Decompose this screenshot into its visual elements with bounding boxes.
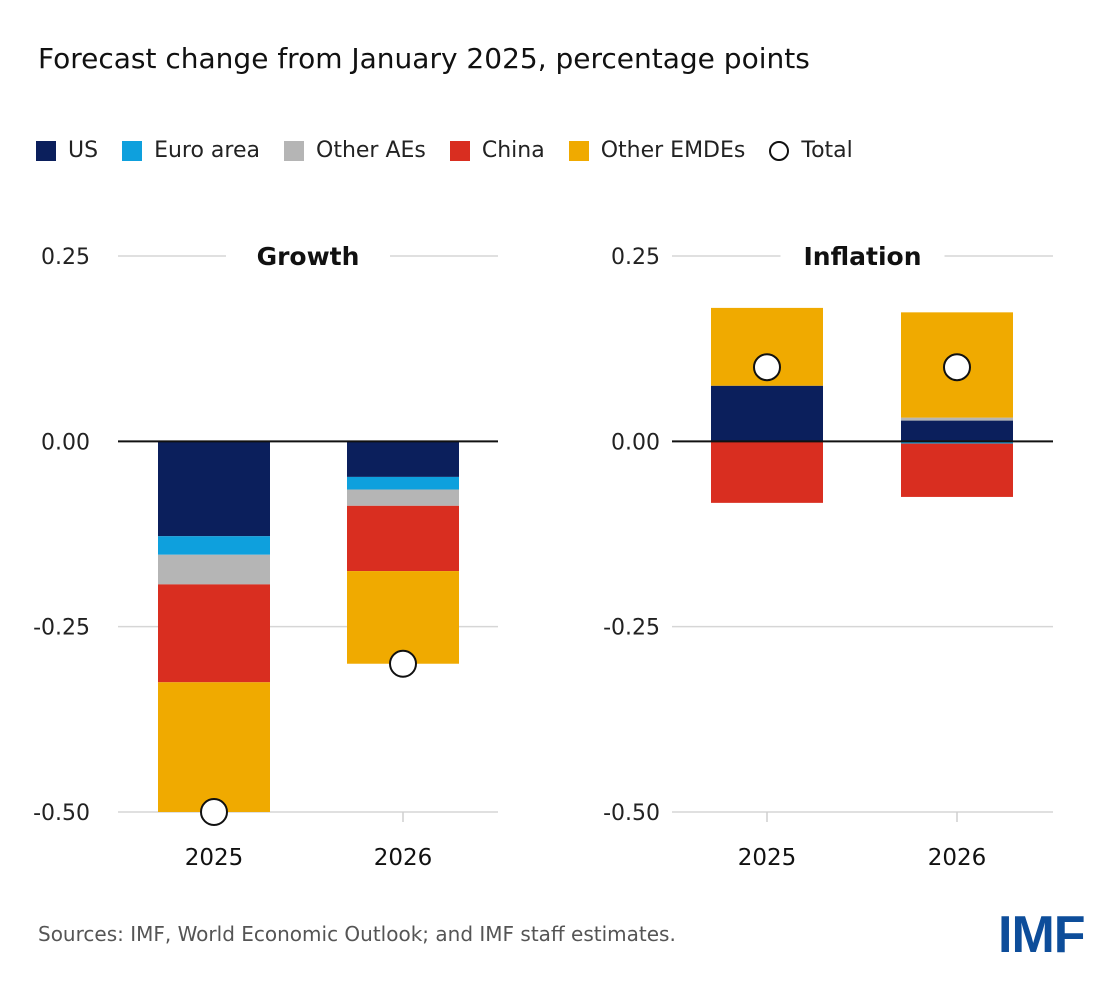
growth-bar-euro-area-2025 [158, 536, 270, 555]
legend-item-china: China [449, 138, 545, 163]
growth-x-tick-label: 2026 [374, 845, 433, 871]
inflation-total-marker-2025 [753, 353, 781, 382]
inflation-bar-china-2026 [901, 443, 1013, 497]
legend-label-euro-area: Euro area [154, 138, 260, 163]
inflation-bar-other-aes-2026 [901, 417, 1013, 421]
growth-total-marker-2026 [389, 649, 417, 678]
growth-y-tick-label: -0.25 [33, 616, 90, 641]
legend-swatch-us [36, 140, 56, 161]
legend-item-other-aes: Other AEs [284, 138, 426, 163]
growth-bar-other-aes-2026 [347, 489, 459, 506]
inflation-total-marker-2026 [943, 353, 971, 382]
growth-bar-other-aes-2025 [158, 554, 270, 585]
inflation-y-tick-label: -0.50 [603, 801, 660, 826]
growth-bar-china-2025 [158, 584, 270, 683]
inflation-panel-title: Inflation [804, 242, 922, 271]
inflation-bar-us-2025 [711, 385, 823, 442]
legend-label-china: China [481, 138, 545, 163]
legend-label-other-aes: Other AEs [316, 138, 426, 163]
inflation-bar-us-2026 [901, 420, 1013, 442]
legend-item-total: Total [769, 138, 853, 163]
growth-bar-us-2026 [347, 441, 459, 477]
growth-bar-euro-area-2026 [347, 476, 459, 490]
growth-panel-title: Growth [257, 242, 360, 271]
inflation-x-tick-label: 2026 [928, 845, 987, 871]
growth-bar-other-emdes-2025 [158, 682, 270, 812]
inflation-bar-china-2025 [711, 441, 823, 503]
inflation-y-tick-label: 0.00 [611, 430, 660, 455]
inflation-bar-euro-area-2026 [901, 441, 1013, 444]
legend-swatch-euro-area [122, 140, 143, 161]
growth-bar-us-2025 [158, 441, 270, 537]
legend-swatch-china [449, 140, 470, 161]
legend: US Euro area Other AEs China Other EMDEs… [36, 138, 877, 163]
legend-swatch-other-emdes [568, 140, 589, 161]
inflation-x-tick-label: 2025 [738, 845, 797, 871]
legend-item-euro-area: Euro area [122, 138, 260, 163]
legend-swatch-total [769, 140, 790, 161]
growth-bar-other-emdes-2026 [347, 571, 459, 664]
growth-y-tick-label: 0.25 [41, 245, 90, 270]
legend-item-other-emdes: Other EMDEs [568, 138, 746, 163]
source-note: Sources: IMF, World Economic Outlook; an… [38, 922, 676, 946]
growth-y-tick-label: 0.00 [41, 430, 90, 455]
growth-total-marker-2025 [200, 798, 228, 826]
inflation-y-tick-label: 0.25 [611, 245, 660, 270]
legend-label-other-emdes: Other EMDEs [600, 138, 746, 163]
chart-title: Forecast change from January 2025, perce… [38, 42, 810, 75]
legend-label-us: US [68, 138, 99, 163]
growth-bar-china-2026 [347, 505, 459, 572]
chart-canvas: 0.25 0.00 -0.25 -0.50 Growth 2025 2026 0.25 0.00… [33, 242, 1053, 871]
growth-x-tick-label: 2025 [185, 845, 244, 871]
imf-logo: IMF [998, 906, 1086, 964]
growth-y-tick-label: -0.50 [33, 801, 90, 826]
legend-item-us: US [36, 138, 98, 163]
legend-swatch-other-aes [284, 140, 304, 161]
legend-label-total: Total [801, 138, 853, 163]
inflation-y-tick-label: -0.25 [603, 616, 660, 641]
